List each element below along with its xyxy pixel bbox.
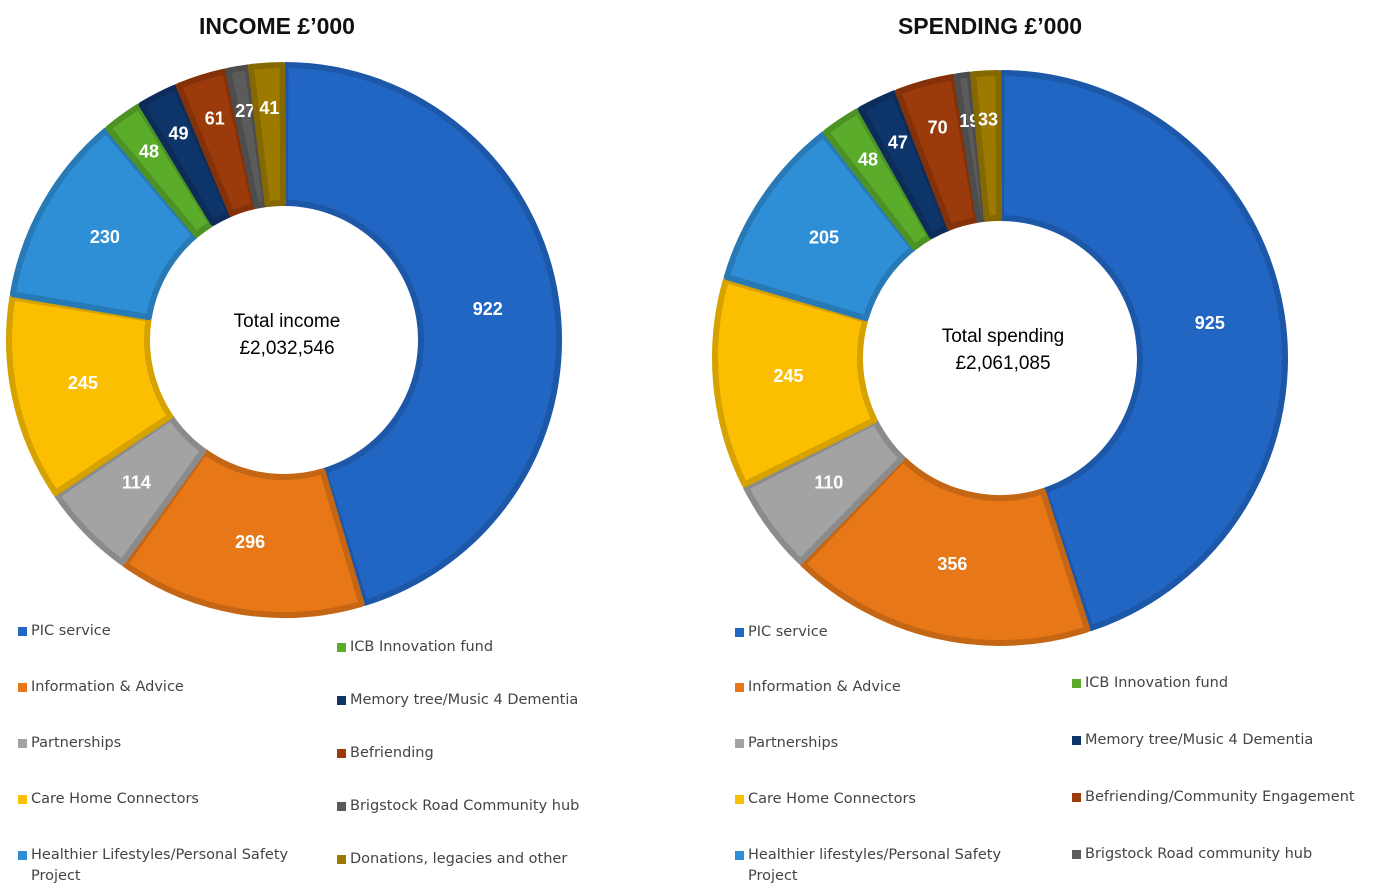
data-label: 70 (928, 118, 948, 138)
donut-slice (723, 131, 917, 322)
legend-label: Memory tree/Music 4 Dementia (1085, 732, 1314, 748)
legend-label: Befriending (350, 745, 434, 761)
data-label: 61 (205, 108, 225, 128)
data-label: 925 (1195, 313, 1225, 333)
data-label: 296 (235, 532, 265, 552)
legend-item: Information & Advice (735, 677, 1018, 698)
legend-label: Memory tree/Music 4 Dementia (350, 692, 579, 708)
data-label: 27 (235, 101, 255, 121)
donut-slice (6, 294, 174, 496)
legend-item: PIC service (735, 622, 1018, 643)
legend-item: Healthier Lifestyles/Personal Safety Pro… (18, 845, 301, 887)
donut-slice (54, 414, 207, 566)
chart-title: SPENDING £’000 (898, 13, 1082, 39)
center-value: £2,032,546 (239, 338, 334, 359)
legend-label: PIC service (31, 623, 111, 639)
legend-item: Healthier lifestyles/Personal Safety Pro… (735, 845, 1018, 887)
legend-swatch (735, 851, 744, 860)
legend-swatch (337, 855, 346, 864)
center-value: £2,061,085 (955, 353, 1050, 374)
legend-label: ICB Innovation fund (1085, 675, 1229, 691)
legend-item: Partnerships (735, 733, 1018, 754)
legend-item: Befriending (337, 743, 650, 764)
legend-swatch (18, 851, 27, 860)
data-label: 922 (473, 299, 503, 319)
legend-label: Brigstock Road Community hub (350, 798, 580, 814)
donut-slice (121, 448, 365, 618)
legend-label: Brigstock Road community hub (1085, 846, 1313, 862)
legend-label: Partnerships (748, 735, 839, 751)
data-label: 49 (168, 123, 188, 143)
legend-label: PIC service (748, 624, 828, 640)
legend-swatch (337, 749, 346, 758)
legend-label: Care Home Connectors (31, 791, 199, 807)
legend-swatch (735, 683, 744, 692)
center-text: Total income (234, 311, 341, 332)
legend-item: Memory tree/Music 4 Dementia (1072, 730, 1376, 751)
legend-item: Donations, legacies and other (337, 849, 650, 870)
legend-swatch (1072, 793, 1081, 802)
donut-slice (997, 70, 1288, 632)
legend-item: Partnerships (18, 733, 301, 754)
legend-item: Care Home Connectors (18, 789, 301, 810)
legend-swatch (735, 795, 744, 804)
chart-title: INCOME £’000 (199, 13, 355, 39)
legend-item: Befriending/Community Engagement (1072, 787, 1376, 808)
data-label: 356 (937, 554, 967, 574)
legend-item: Information & Advice (18, 677, 301, 698)
legend-label: ICB Innovation fund (350, 639, 494, 655)
donut-slice (743, 418, 906, 565)
data-label: 230 (90, 227, 120, 247)
legend-label: Befriending/Community Engagement (1085, 789, 1355, 805)
legend-label: Information & Advice (31, 679, 184, 695)
legend-item: PIC service (18, 621, 301, 642)
legend-swatch (18, 739, 27, 748)
donut-slice (712, 277, 878, 488)
legend-item: Memory tree/Music 4 Dementia (337, 690, 650, 711)
legend-label: Information & Advice (748, 679, 901, 695)
data-label: 48 (858, 149, 878, 169)
donut-slice (247, 62, 287, 207)
donut-slice (281, 62, 562, 606)
data-label: 114 (122, 472, 151, 492)
data-label: 47 (888, 132, 908, 152)
legend-label: Care Home Connectors (748, 791, 916, 807)
legend-swatch (337, 802, 346, 811)
legend-swatch (18, 683, 27, 692)
data-label: 33 (978, 110, 998, 130)
legend-item: ICB Innovation fund (337, 637, 650, 658)
data-label: 48 (139, 141, 159, 161)
donut-slice (970, 70, 1003, 222)
data-label: 245 (68, 373, 98, 393)
legend-swatch (1072, 850, 1081, 859)
legend-item: Brigstock Road Community hub (337, 796, 650, 817)
data-label: 245 (773, 366, 803, 386)
legend-swatch (735, 739, 744, 748)
donut-slice (9, 127, 199, 321)
legend-item: Brigstock Road community hub (1072, 844, 1376, 865)
legend-item: ICB Innovation fund (1072, 673, 1376, 694)
legend-swatch (337, 696, 346, 705)
legend-label: Healthier lifestyles/Personal Safety Pro… (748, 847, 1002, 884)
legend-swatch (337, 643, 346, 652)
legend-swatch (735, 628, 744, 637)
legend-label: Healthier Lifestyles/Personal Safety Pro… (31, 847, 289, 884)
data-label: 205 (809, 228, 839, 248)
data-label: 41 (259, 98, 279, 118)
data-label: 110 (814, 473, 843, 493)
legend-swatch (18, 627, 27, 636)
legend-item: Care Home Connectors (735, 789, 1018, 810)
legend-swatch (1072, 679, 1081, 688)
legend-swatch (1072, 736, 1081, 745)
legend-swatch (18, 795, 27, 804)
legend-label: Partnerships (31, 735, 122, 751)
legend-label: Donations, legacies and other (350, 851, 568, 867)
center-text: Total spending (942, 326, 1065, 347)
donut-slice (799, 456, 1091, 646)
